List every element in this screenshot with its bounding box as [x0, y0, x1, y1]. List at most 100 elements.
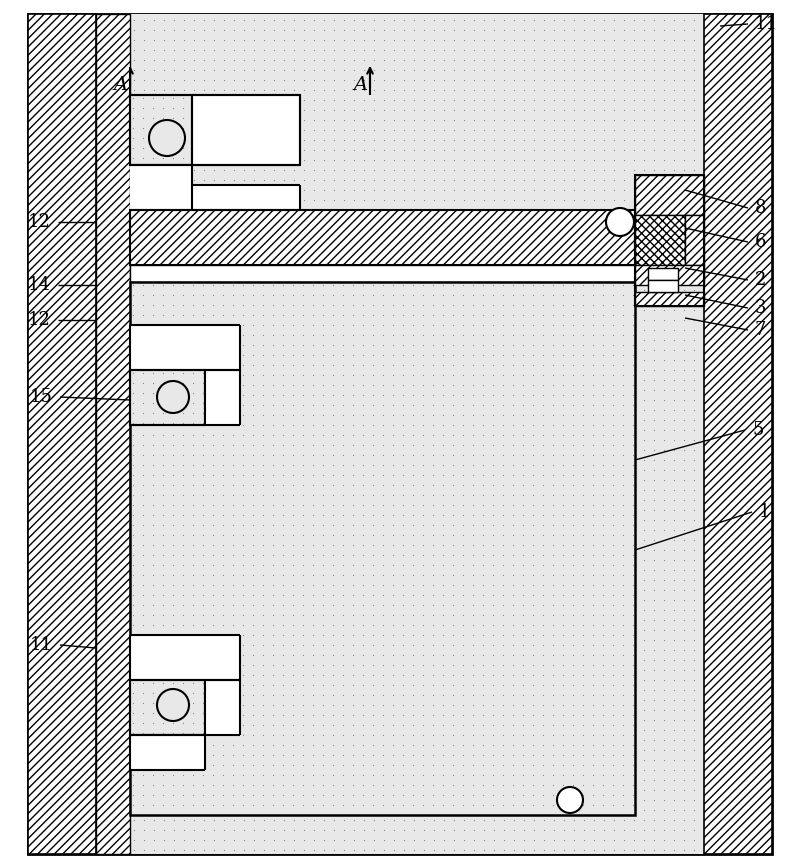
Point	[497, 438, 510, 452]
Point	[478, 323, 490, 337]
Point	[147, 333, 160, 347]
Point	[198, 823, 210, 837]
Point	[406, 448, 419, 462]
Point	[186, 618, 199, 632]
Point	[306, 298, 319, 312]
Point	[407, 813, 421, 827]
Point	[758, 113, 770, 127]
Point	[38, 503, 50, 517]
Point	[238, 843, 250, 857]
Point	[558, 413, 570, 427]
Point	[357, 308, 370, 322]
Point	[288, 463, 301, 477]
Point	[237, 608, 250, 622]
Point	[418, 773, 430, 787]
Point	[626, 278, 639, 292]
Point	[698, 323, 710, 337]
Point	[187, 733, 200, 747]
Point	[138, 713, 150, 727]
Point	[598, 83, 610, 97]
Point	[218, 813, 230, 827]
Point	[547, 103, 560, 117]
Point	[298, 483, 310, 497]
Point	[138, 263, 150, 277]
Point	[187, 413, 200, 427]
Point	[586, 758, 599, 772]
Point	[138, 663, 150, 677]
Point	[427, 353, 440, 367]
Point	[648, 223, 661, 237]
Point	[358, 833, 370, 847]
Point	[538, 353, 550, 367]
Point	[608, 203, 621, 217]
Point	[67, 733, 80, 747]
Point	[626, 418, 639, 432]
Point	[177, 688, 190, 702]
Point	[277, 748, 290, 762]
Point	[328, 673, 341, 687]
Point	[598, 813, 610, 827]
Point	[386, 558, 399, 572]
Point	[338, 353, 350, 367]
Point	[58, 73, 70, 87]
Point	[118, 543, 130, 557]
Point	[718, 53, 730, 67]
Point	[238, 503, 250, 517]
Point	[307, 163, 320, 177]
Point	[386, 338, 399, 352]
Point	[566, 668, 579, 682]
Point	[267, 433, 281, 447]
Point	[758, 763, 770, 777]
Point	[48, 323, 61, 337]
Point	[78, 543, 90, 557]
Point	[258, 283, 270, 297]
Point	[288, 273, 301, 287]
Point	[347, 573, 360, 587]
Point	[278, 443, 290, 457]
Point	[186, 376, 199, 390]
Point	[517, 618, 530, 632]
Point	[88, 453, 101, 467]
Point	[227, 733, 240, 747]
Point	[626, 638, 639, 652]
Point	[307, 573, 320, 587]
Point	[208, 193, 221, 207]
Point	[547, 503, 560, 517]
Point	[538, 573, 550, 587]
Point	[598, 673, 610, 687]
Point	[158, 683, 170, 697]
Point	[577, 638, 590, 652]
Point	[227, 253, 240, 267]
Point	[48, 233, 61, 247]
Point	[267, 173, 281, 187]
Point	[177, 488, 190, 502]
Point	[387, 253, 400, 267]
Point	[558, 493, 570, 507]
Point	[517, 708, 530, 722]
Point	[617, 508, 630, 522]
Point	[246, 798, 259, 812]
Point	[177, 618, 190, 632]
Point	[27, 363, 40, 377]
Point	[427, 553, 440, 567]
Point	[306, 788, 319, 802]
Point	[667, 333, 680, 347]
Point	[318, 683, 330, 697]
Point	[747, 393, 760, 407]
Point	[638, 163, 650, 177]
Point	[297, 748, 310, 762]
Point	[586, 668, 599, 682]
Point	[248, 363, 261, 377]
Point	[128, 573, 141, 587]
Point	[126, 448, 139, 462]
Point	[198, 283, 210, 297]
Point	[678, 193, 690, 207]
Point	[568, 703, 581, 717]
Point	[528, 153, 541, 167]
Point	[248, 73, 261, 87]
Point	[678, 453, 690, 467]
Point	[237, 798, 250, 812]
Point	[528, 403, 541, 417]
Point	[147, 653, 160, 667]
Point	[566, 618, 579, 632]
